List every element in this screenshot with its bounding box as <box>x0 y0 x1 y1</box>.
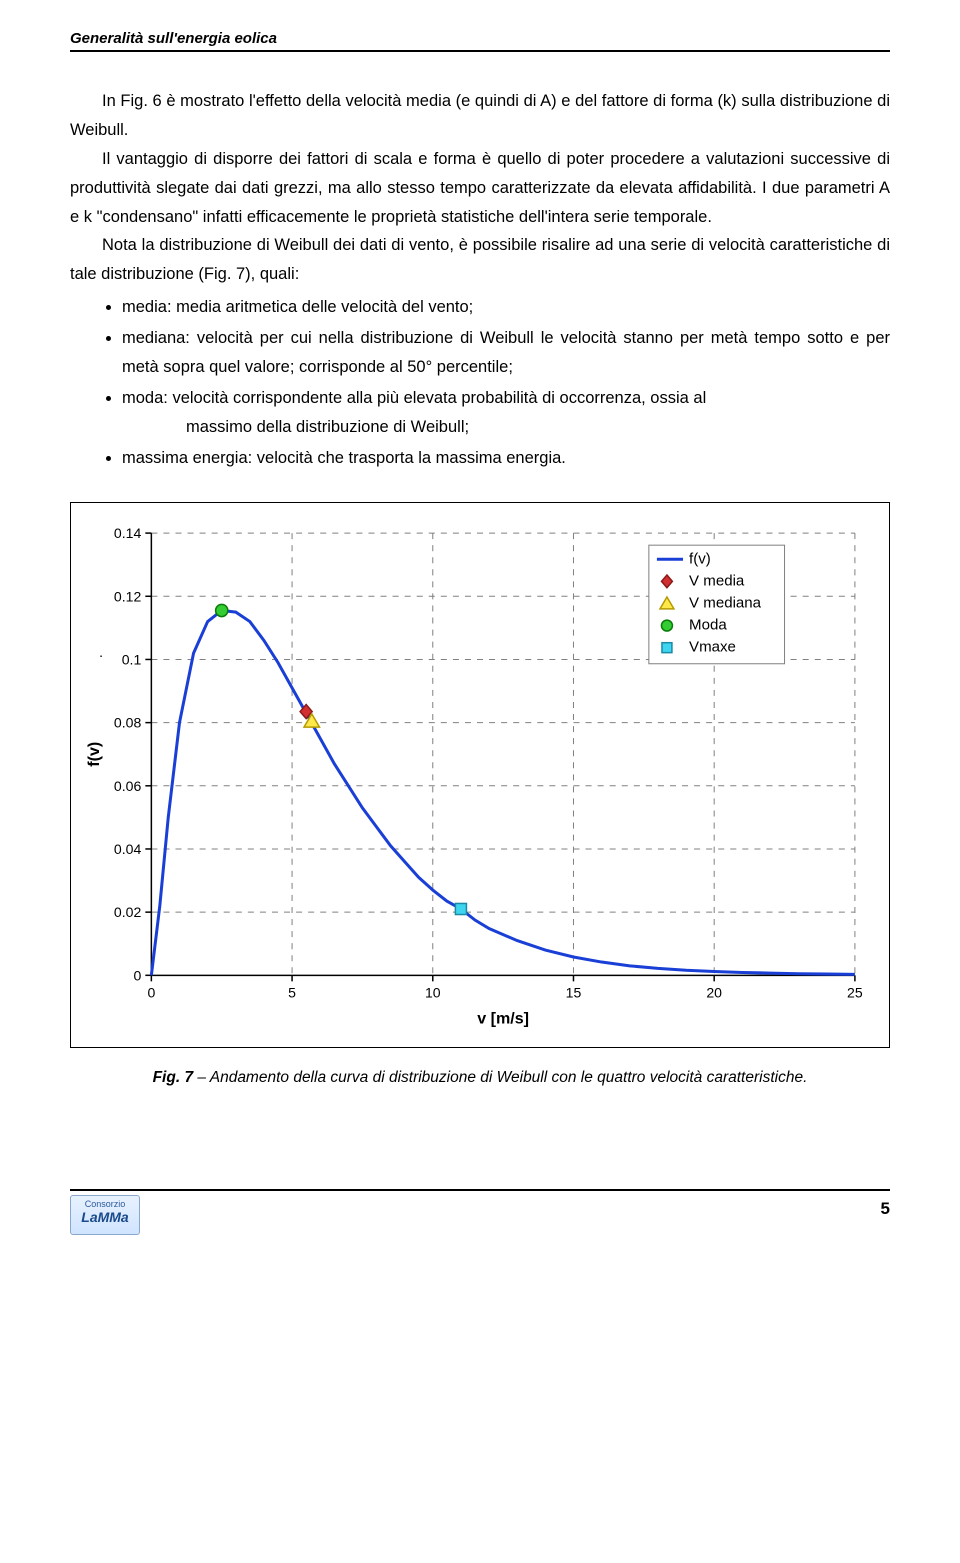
svg-text:0.14: 0.14 <box>114 526 142 542</box>
page-header-title: Generalità sull'energia eolica <box>70 30 890 50</box>
svg-text:0: 0 <box>133 968 141 984</box>
body-text: In Fig. 6 è mostrato l'effetto della vel… <box>70 87 890 472</box>
svg-text:10: 10 <box>425 985 441 1001</box>
svg-text:0: 0 <box>147 985 155 1001</box>
svg-text:V mediana: V mediana <box>689 595 762 612</box>
bullet-moda-line2: massimo della distribuzione di Weibull; <box>122 413 890 442</box>
bullet-moda-line1: moda: velocità corrispondente alla più e… <box>122 389 706 407</box>
page-footer: Consorzio LaMMa 5 <box>70 1189 890 1249</box>
caption-label: Fig. 7 <box>153 1069 193 1086</box>
caption-text: – Andamento della curva di distribuzione… <box>193 1069 807 1086</box>
svg-text:15: 15 <box>566 985 582 1001</box>
svg-text:Moda: Moda <box>689 617 727 634</box>
paragraph-2: Il vantaggio di disporre dei fattori di … <box>70 145 890 232</box>
logo-main-text: LaMMa <box>71 1210 139 1225</box>
svg-text:0.06: 0.06 <box>114 778 142 794</box>
svg-text:f(v): f(v) <box>689 551 711 568</box>
svg-text:25: 25 <box>847 985 863 1001</box>
header-rule <box>70 50 890 52</box>
svg-text:20: 20 <box>706 985 722 1001</box>
svg-text:0.08: 0.08 <box>114 715 142 731</box>
svg-text:0.1: 0.1 <box>122 652 142 668</box>
svg-text:5: 5 <box>288 985 296 1001</box>
paragraph-1: In Fig. 6 è mostrato l'effetto della vel… <box>70 87 890 145</box>
svg-text:f(v): f(v) <box>85 742 103 767</box>
svg-text:v [m/s]: v [m/s] <box>477 1010 529 1028</box>
svg-text:0.02: 0.02 <box>114 905 142 921</box>
lamma-logo: Consorzio LaMMa <box>70 1195 140 1235</box>
bullet-mediana: mediana: velocità per cui nella distribu… <box>122 324 890 382</box>
page-number: 5 <box>881 1199 890 1219</box>
weibull-chart: 0 5 10 15 20 25 0 0.02 0.04 0.06 0.08 0.1 0.12 0.14 v … <box>70 502 890 1048</box>
bullet-media: media: media aritmetica delle velocità d… <box>122 293 890 322</box>
svg-text:0.04: 0.04 <box>114 841 142 857</box>
svg-text:Vmaxe: Vmaxe <box>689 639 736 656</box>
bullet-maxenergy: massima energia: velocità che trasporta … <box>122 444 890 473</box>
bullet-list: media: media aritmetica delle velocità d… <box>70 293 890 472</box>
svg-text:0.12: 0.12 <box>114 589 142 605</box>
chart-svg: 0 5 10 15 20 25 0 0.02 0.04 0.06 0.08 0.1 0.12 0.14 v … <box>81 513 875 1036</box>
figure-caption: Fig. 7 – Andamento della curva di distri… <box>110 1066 850 1089</box>
svg-text:V media: V media <box>689 573 745 590</box>
paragraph-3: Nota la distribuzione di Weibull dei dat… <box>70 231 890 289</box>
bullet-moda: moda: velocità corrispondente alla più e… <box>122 384 890 442</box>
footer-rule <box>70 1189 890 1191</box>
svg-text:.: . <box>99 644 103 660</box>
